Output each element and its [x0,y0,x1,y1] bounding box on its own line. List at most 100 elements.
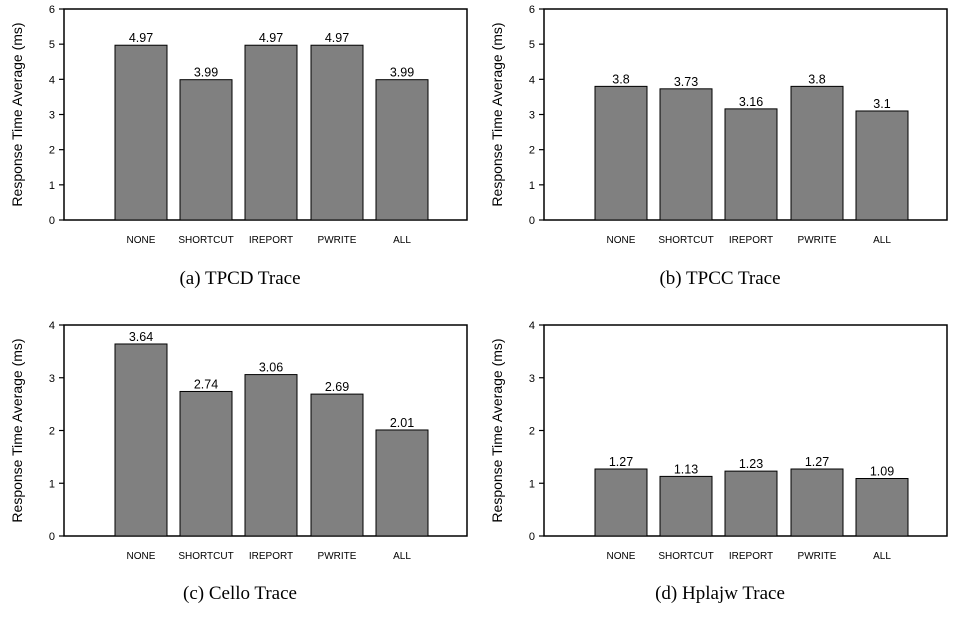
x-tick-label: IREPORT [729,235,773,246]
y-tick-label: 3 [49,110,55,122]
bar [659,475,713,537]
y-tick-label: 5 [529,39,535,51]
bar [244,44,298,221]
bar [179,390,233,537]
y-tick-label: 4 [529,320,535,332]
data-label: 1.23 [739,457,763,471]
x-tick-label: ALL [393,551,411,562]
y-tick-label: 1 [49,180,55,192]
y-axis-label: Response Time Average (ms) [489,338,505,522]
x-tick-label: NONE [607,551,636,562]
x-tick-label: PWRITE [798,235,837,246]
data-label: 1.09 [870,465,894,479]
x-tick-label: IREPORT [729,551,773,562]
y-tick-label: 3 [529,373,535,385]
bar [790,85,844,221]
y-tick-label: 0 [49,215,55,227]
bar [594,468,648,537]
y-tick-label: 0 [529,531,535,543]
bar [114,44,168,221]
data-label: 4.97 [325,31,349,45]
bar [375,429,429,537]
y-tick-label: 1 [529,478,535,490]
x-tick-label: IREPORT [249,235,293,246]
data-label: 3.99 [390,66,414,80]
y-tick-label: 6 [529,4,535,16]
y-tick-label: 1 [49,478,55,490]
y-tick-label: 3 [529,110,535,122]
bar [375,79,429,221]
bar [244,374,298,537]
y-tick-label: 6 [49,4,55,16]
data-label: 1.27 [609,455,633,469]
y-axis-label: Response Time Average (ms) [489,22,505,206]
chart-svg: 0 1 2 3 4 Response Time Average (ms) 1.27 NONE 1… [489,320,948,562]
y-axis-label: Response Time Average (ms) [9,22,25,206]
chart-caption: (d) Hplajw Trace [655,583,785,604]
y-tick-label: 3 [49,373,55,385]
y-tick-label: 2 [529,145,535,157]
x-tick-label: ALL [393,235,411,246]
chart-svg: 0 1 2 3 4 5 6 Response Time Average (ms) 4.97 NON… [9,4,468,246]
y-tick-label: 2 [49,145,55,157]
y-axis-label: Response Time Average (ms) [9,338,25,522]
bar [310,44,364,221]
bar [724,470,778,537]
data-label: 3.64 [129,330,153,344]
chart-panel-hplajw: 0 1 2 3 4 Response Time Average (ms) 1.27 NONE 1… [480,317,960,622]
y-tick-label: 0 [529,215,535,227]
x-tick-label: SHORTCUT [178,235,233,246]
chart-panel-tpcd: 0 1 2 3 4 5 6 Response Time Average (ms) 4.97 NON… [0,0,480,305]
y-tick-label: 1 [529,180,535,192]
chart-caption: (b) TPCC Trace [659,268,781,289]
data-label: 3.16 [739,95,763,109]
y-tick-label: 5 [49,39,55,51]
y-tick-label: 4 [529,74,535,86]
x-tick-label: NONE [127,235,156,246]
chart-caption: (c) Cello Trace [183,583,297,604]
data-label: 2.01 [390,416,414,430]
x-tick-label: SHORTCUT [658,551,713,562]
bar [659,88,713,221]
data-label: 3.1 [873,97,890,111]
chart-svg: 0 1 2 3 4 5 6 Response Time Average (ms) 3.8 NONE… [489,4,948,246]
chart-svg: 0 1 2 3 4 Response Time Average (ms) 3.64 NONE 2… [9,320,468,562]
data-label: 4.97 [129,31,153,45]
x-tick-label: PWRITE [318,551,357,562]
x-tick-label: SHORTCUT [658,235,713,246]
chart-panel-tpcc: 0 1 2 3 4 5 6 Response Time Average (ms) 3.8 NONE… [480,0,960,305]
bar [310,393,364,537]
bar [855,478,909,537]
y-tick-label: 2 [49,426,55,438]
y-tick-label: 0 [49,531,55,543]
bar [724,108,778,221]
data-label: 2.69 [325,380,349,394]
data-label: 1.27 [805,455,829,469]
bar [855,110,909,221]
chart-panel-cello: 0 1 2 3 4 Response Time Average (ms) 3.64 NONE 2… [0,317,480,622]
y-tick-label: 4 [49,74,55,86]
x-tick-label: PWRITE [798,551,837,562]
data-label: 3.8 [612,72,629,86]
data-label: 3.99 [194,66,218,80]
x-tick-label: PWRITE [318,235,357,246]
x-tick-label: ALL [873,235,891,246]
y-tick-label: 2 [529,426,535,438]
data-label: 2.74 [194,377,218,391]
bar [594,85,648,221]
x-tick-label: ALL [873,551,891,562]
data-label: 4.97 [259,31,283,45]
data-label: 1.13 [674,462,698,476]
bar [790,468,844,537]
data-label: 3.73 [674,75,698,89]
bar [114,343,168,537]
x-tick-label: NONE [127,551,156,562]
x-tick-label: SHORTCUT [178,551,233,562]
data-label: 3.8 [808,72,825,86]
x-tick-label: IREPORT [249,551,293,562]
bar [179,79,233,221]
y-tick-label: 4 [49,320,55,332]
data-label: 3.06 [259,361,283,375]
chart-caption: (a) TPCD Trace [179,268,301,289]
x-tick-label: NONE [607,235,636,246]
